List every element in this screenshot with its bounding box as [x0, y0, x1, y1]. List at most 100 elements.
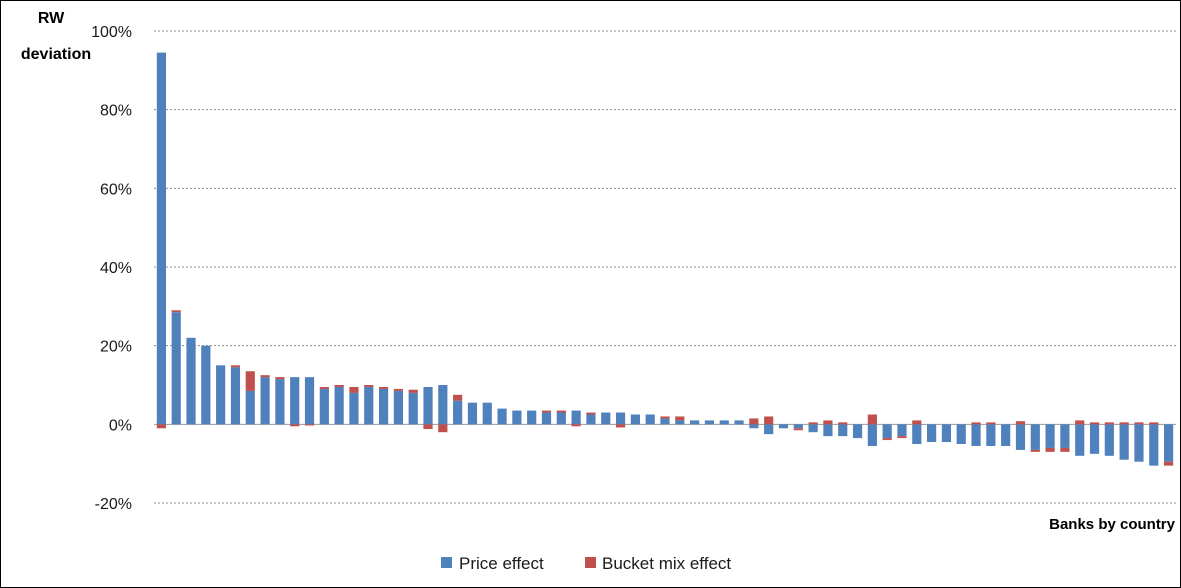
bar-bucket-mix-effect [408, 389, 418, 393]
bar-bucket-mix-effect [660, 416, 670, 419]
bar-price-effect [541, 412, 552, 425]
bar-price-effect [690, 420, 700, 425]
legend-label-bucket: Bucket mix effect [602, 554, 731, 573]
bar-bucket-mix-effect [808, 422, 818, 425]
bar-price-effect [986, 424, 996, 446]
bar-price-effect [408, 392, 418, 425]
bar-price-effect [719, 420, 729, 425]
bar-price-effect [334, 386, 344, 425]
bar-price-effect [497, 408, 507, 425]
bar-price-effect [304, 377, 315, 425]
bar-price-effect [1119, 424, 1129, 460]
bar-bucket-mix-effect [571, 424, 581, 427]
bar-price-effect [852, 424, 863, 439]
bar-price-effect [764, 424, 774, 435]
bar-price-effect [527, 410, 537, 425]
bar-bucket-mix-effect [230, 365, 241, 368]
y-axis-title-line2: deviation [21, 46, 91, 63]
bar-price-effect [1060, 424, 1070, 448]
bar-bucket-mix-effect [1045, 447, 1055, 452]
bar-bucket-mix-effect [1119, 422, 1129, 425]
bar-bucket-mix-effect [1089, 422, 1100, 425]
bar-bucket-mix-effect [986, 422, 996, 425]
bar-price-effect [319, 388, 329, 425]
bar-bucket-mix-effect [1149, 422, 1159, 425]
bar-price-effect [793, 424, 803, 429]
bar-price-effect [956, 424, 966, 444]
bar-bucket-mix-effect [1060, 447, 1070, 452]
y-tick-label: 20% [100, 339, 132, 356]
bar-price-effect [615, 412, 626, 425]
bar-price-effect [867, 424, 877, 446]
bar-bucket-mix-effect [541, 410, 552, 413]
bar-bucket-mix-effect [290, 424, 300, 427]
bar-bucket-mix-effect [1104, 422, 1114, 425]
bar-price-effect [704, 420, 715, 425]
bar-price-effect [393, 390, 403, 425]
bar-price-effect [438, 385, 448, 425]
x-axis-title: Banks by country [1049, 516, 1176, 533]
bar-price-effect [778, 424, 789, 429]
bar-price-effect [897, 424, 907, 437]
bar-bucket-mix-effect [867, 414, 877, 425]
bar-price-effect [1134, 424, 1144, 462]
bar-price-effect [186, 337, 196, 425]
bar-bucket-mix-effect [334, 385, 344, 387]
bar-price-effect [734, 420, 744, 425]
bar-price-effect [1001, 424, 1011, 446]
y-tick-label: 80% [100, 103, 132, 120]
bar-bucket-mix-effect [764, 416, 774, 425]
bars [156, 52, 1174, 466]
bar-bucket-mix-effect [586, 412, 596, 415]
bar-price-effect [941, 424, 952, 443]
bar-bucket-mix-effect [882, 438, 892, 441]
bar-price-effect [912, 424, 922, 444]
bar-bucket-mix-effect [675, 416, 685, 421]
legend-swatch-bucket [585, 557, 596, 568]
bar-bucket-mix-effect [438, 424, 448, 433]
bar-bucket-mix-effect [393, 388, 403, 391]
bar-price-effect [823, 424, 833, 437]
y-tick-label: 60% [100, 181, 132, 198]
bar-price-effect [423, 386, 433, 425]
bar-bucket-mix-effect [556, 410, 566, 413]
bar-bucket-mix-effect [453, 394, 463, 401]
bar-price-effect [882, 424, 892, 439]
bar-price-effect [838, 424, 848, 437]
legend-swatch-price [441, 557, 452, 568]
bar-bucket-mix-effect [1075, 420, 1085, 425]
bar-price-effect [216, 365, 226, 425]
y-tick-label: 100% [91, 24, 132, 41]
bar-price-effect [1089, 424, 1100, 454]
bar-price-effect [1015, 424, 1026, 450]
y-tick-label: -20% [95, 496, 132, 513]
bar-price-effect [260, 377, 270, 425]
bar-price-effect [1045, 424, 1055, 448]
bar-price-effect [364, 386, 374, 425]
bar-price-effect [927, 424, 937, 443]
bar-price-effect [482, 402, 492, 425]
bar-price-effect [245, 390, 255, 425]
bar-price-effect [512, 410, 522, 425]
bar-price-effect [808, 424, 818, 433]
bar-bucket-mix-effect [349, 386, 359, 393]
bar-price-effect [601, 412, 611, 425]
y-tick-label: 0% [109, 417, 132, 434]
bar-price-effect [749, 424, 759, 429]
bar-price-effect [630, 414, 640, 425]
bar-price-effect [378, 388, 389, 425]
bar-bucket-mix-effect [1030, 449, 1040, 452]
bar-price-effect [156, 52, 166, 425]
bar-bucket-mix-effect [615, 424, 626, 428]
bar-price-effect [1149, 424, 1159, 466]
bar-bucket-mix-effect [378, 386, 389, 389]
bar-bucket-mix-effect [1134, 422, 1144, 425]
bar-price-effect [349, 392, 359, 425]
bar-price-effect [556, 412, 566, 425]
bar-bucket-mix-effect [912, 420, 922, 425]
bar-bucket-mix-effect [156, 424, 166, 429]
bar-price-effect [201, 345, 211, 425]
y-tick-labels: -20% 0% 20% 40% 60% 80% 100% [91, 24, 132, 513]
